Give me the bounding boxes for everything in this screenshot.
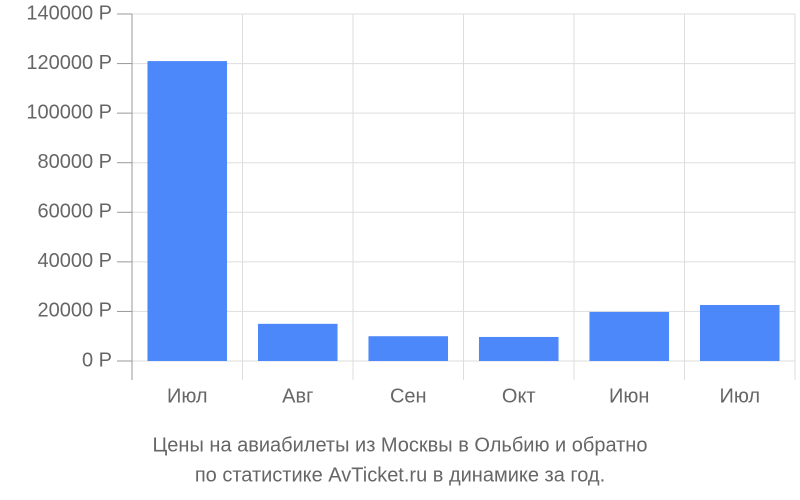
y-tick-label: 80000 Р (37, 151, 112, 173)
y-tick-label: 120000 Р (26, 52, 112, 74)
x-tick-label: Сен (390, 385, 427, 407)
bar (368, 336, 449, 361)
x-tick-label: Июн (609, 385, 649, 407)
y-tick-label: 60000 Р (37, 201, 112, 223)
y-tick-label: 100000 Р (26, 101, 112, 123)
y-tick-label: 0 Р (82, 349, 112, 371)
bar (257, 323, 338, 361)
y-tick-label: 40000 Р (37, 250, 112, 272)
bar (589, 311, 670, 361)
x-tick-label: Окт (502, 385, 536, 407)
chart-title: Цены на авиабилеты из Москвы в Ольбию и … (153, 434, 648, 456)
bar (478, 336, 559, 361)
bar (147, 61, 228, 361)
chart-subtitle: по статистике AvTicket.ru в динамике за … (195, 464, 605, 486)
x-tick-label: Июл (719, 385, 760, 407)
x-tick-label: Июл (167, 385, 208, 407)
y-tick-label: 140000 Р (26, 2, 112, 24)
x-tick-label: Авг (282, 385, 313, 407)
bar (699, 304, 780, 361)
y-tick-label: 20000 Р (37, 300, 112, 322)
